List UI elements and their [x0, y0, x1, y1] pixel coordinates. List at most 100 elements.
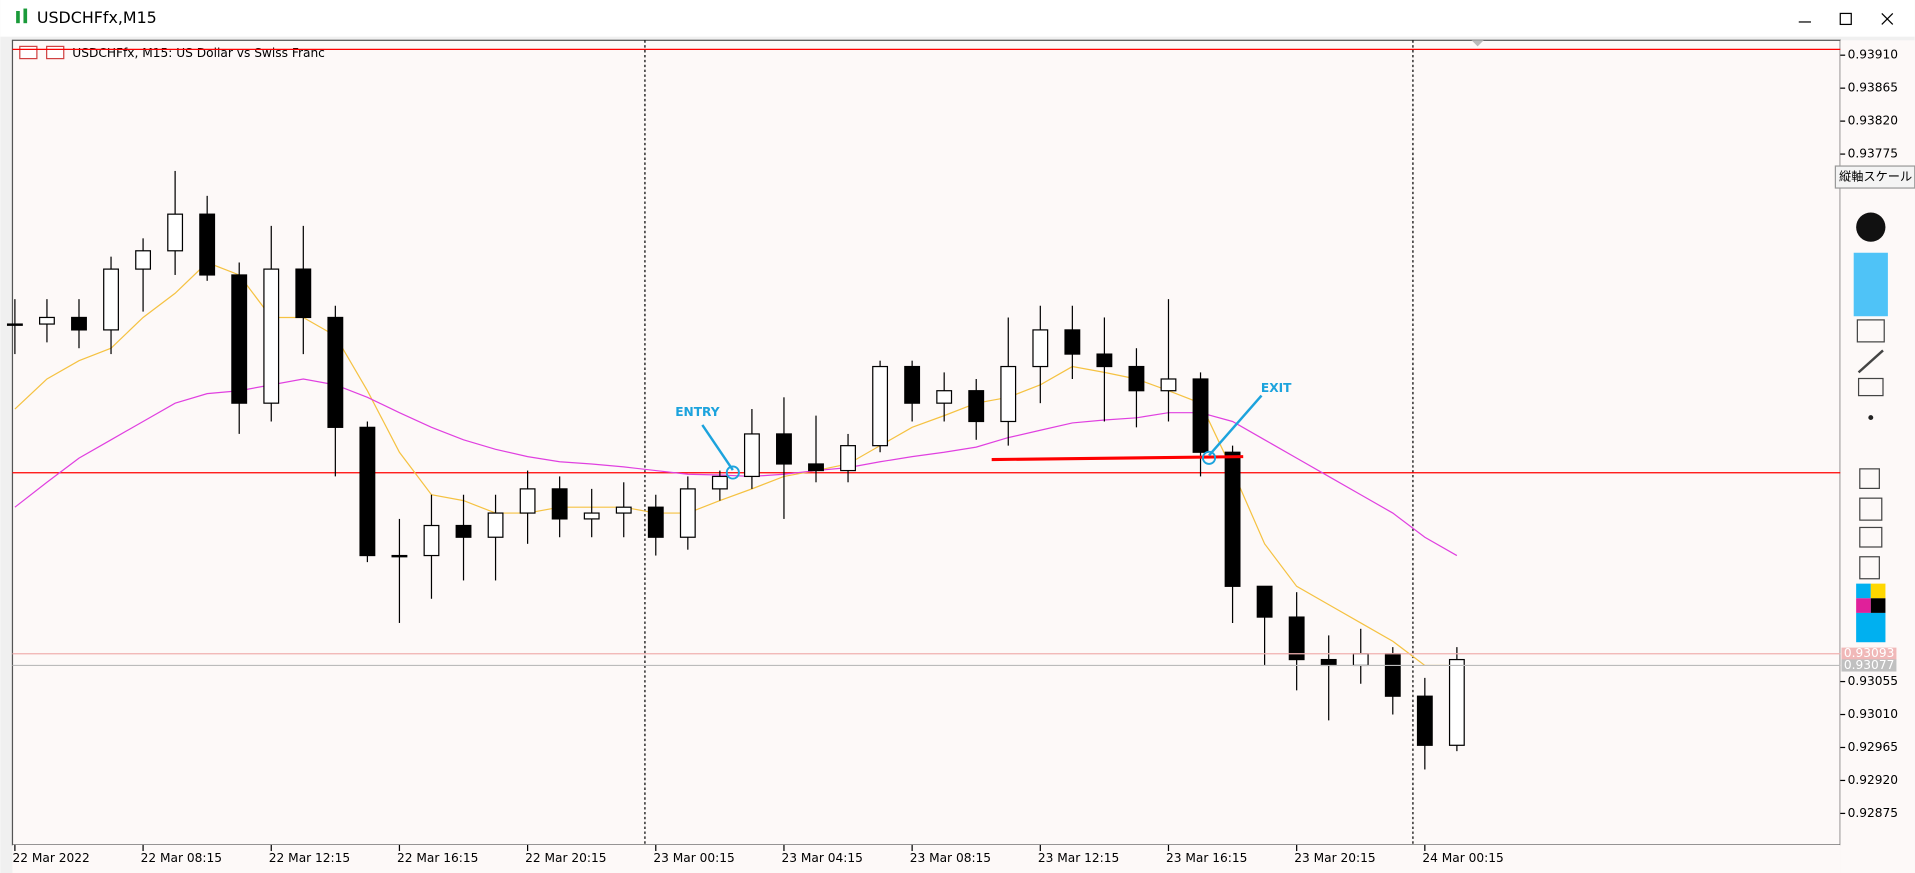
candle-body	[263, 268, 280, 404]
color-swatch[interactable]	[1870, 598, 1886, 613]
x-tick-label: 23 Mar 16:15	[1166, 851, 1247, 865]
candle-body	[968, 390, 985, 423]
color-swatch[interactable]	[1856, 612, 1886, 643]
x-tick-label: 22 Mar 08:15	[141, 851, 222, 865]
candle-body	[359, 426, 376, 557]
y-tick-label: 0.92875	[1848, 806, 1898, 820]
candle-body	[295, 268, 312, 319]
annotation-marker	[725, 465, 740, 480]
y-tick-label: 0.93865	[1848, 81, 1898, 95]
candle-body	[776, 433, 792, 465]
candle-body	[231, 274, 248, 404]
candle-body	[1256, 585, 1273, 618]
chart-area	[11, 39, 1841, 846]
tool-button[interactable]	[1856, 212, 1886, 242]
app-icon	[23, 8, 28, 24]
y-tick-label: 0.93010	[1848, 707, 1898, 721]
y-tick-label: 0.92965	[1848, 740, 1898, 754]
candle-body	[1192, 378, 1209, 453]
candle-body	[1224, 451, 1241, 587]
candle-body	[1352, 653, 1369, 667]
shift-marker	[1471, 40, 1484, 47]
candle-body	[936, 390, 953, 404]
y-tick-label: 0.93055	[1848, 674, 1898, 688]
candle-body	[808, 463, 824, 472]
candle-body	[1128, 365, 1145, 392]
chart-title: USDCHFfx, M15: US Dollar vs Swiss Franc	[72, 46, 325, 60]
candle-body	[39, 316, 55, 325]
annotation-arrow	[701, 424, 734, 471]
tool-button[interactable]	[1857, 377, 1884, 397]
candle-body	[519, 488, 536, 514]
price-tag	[1841, 647, 1897, 660]
candle-body	[1448, 658, 1465, 746]
candle-body	[551, 488, 568, 520]
annotation: ENTRY	[675, 405, 720, 419]
annotation-arrow	[1208, 394, 1263, 457]
candle-body	[1384, 653, 1401, 697]
chart-icon	[19, 45, 38, 60]
candle-body	[615, 506, 632, 514]
x-tick-label: 22 Mar 2022	[12, 851, 89, 865]
tool-button[interactable]	[1857, 349, 1884, 374]
candle-body	[455, 524, 472, 538]
candle-body	[840, 445, 856, 472]
color-swatch[interactable]	[1856, 583, 1871, 599]
x-tick-label: 23 Mar 00:15	[653, 851, 734, 865]
x-tick-label: 22 Mar 12:15	[269, 851, 350, 865]
trend-line	[991, 455, 1244, 462]
x-tick-label: 23 Mar 12:15	[1038, 851, 1119, 865]
close-button[interactable]	[1881, 12, 1894, 25]
maximize-button[interactable]	[1839, 12, 1852, 26]
x-tick-label: 23 Mar 08:15	[910, 851, 991, 865]
annotation-marker	[1202, 450, 1217, 465]
candle-body	[327, 316, 344, 428]
candle-body	[135, 250, 152, 270]
candle-body	[1096, 353, 1113, 368]
candle-body	[199, 213, 216, 276]
candle-body	[1160, 378, 1177, 392]
tool-button[interactable]	[1868, 415, 1874, 421]
window-title: USDCHFfx,M15	[37, 8, 157, 27]
tool-button[interactable]	[1859, 556, 1880, 580]
color-swatch[interactable]	[1870, 583, 1886, 599]
tool-button[interactable]	[1859, 468, 1880, 490]
candle-body	[872, 365, 889, 447]
chart-icon	[46, 45, 65, 60]
price-label: 0.93077	[1844, 658, 1894, 672]
candle-body	[1000, 365, 1017, 423]
candle-body	[1288, 616, 1305, 661]
candle-body	[647, 506, 664, 538]
y-tick-label: 0.93910	[1848, 48, 1898, 62]
tooltip-text: 縦軸スケール	[1839, 170, 1912, 184]
candle-body	[487, 512, 504, 538]
candle-body	[71, 316, 87, 331]
candle-body	[167, 213, 184, 252]
title-bar	[0, 0, 1915, 37]
candle-body	[679, 488, 696, 538]
x-tick-label: 23 Mar 20:15	[1294, 851, 1375, 865]
y-tick-label: 0.92920	[1848, 773, 1898, 787]
tool-button[interactable]	[1859, 497, 1883, 521]
candle-body	[904, 365, 921, 404]
candle-body	[743, 433, 760, 478]
price-tag	[1841, 659, 1897, 672]
candle-body	[1032, 329, 1049, 368]
tool-button[interactable]	[1859, 526, 1883, 548]
y-tick-label: 0.93820	[1848, 114, 1898, 128]
moving-average	[14, 378, 1458, 557]
color-swatch[interactable]	[1856, 598, 1871, 613]
candle-body	[1320, 658, 1337, 667]
price-label: 0.93093	[1844, 646, 1894, 660]
x-tick-label: 23 Mar 04:15	[782, 851, 863, 865]
tool-button[interactable]	[1856, 319, 1885, 343]
candle-body	[711, 475, 728, 490]
app-icon	[16, 10, 20, 24]
x-tick-label: 24 Mar 00:15	[1422, 851, 1503, 865]
annotation: EXIT	[1261, 381, 1292, 395]
time-scale	[12, 844, 1841, 873]
candle-body	[1416, 695, 1433, 746]
candle-body	[423, 524, 440, 557]
tool-button[interactable]	[1853, 252, 1888, 317]
